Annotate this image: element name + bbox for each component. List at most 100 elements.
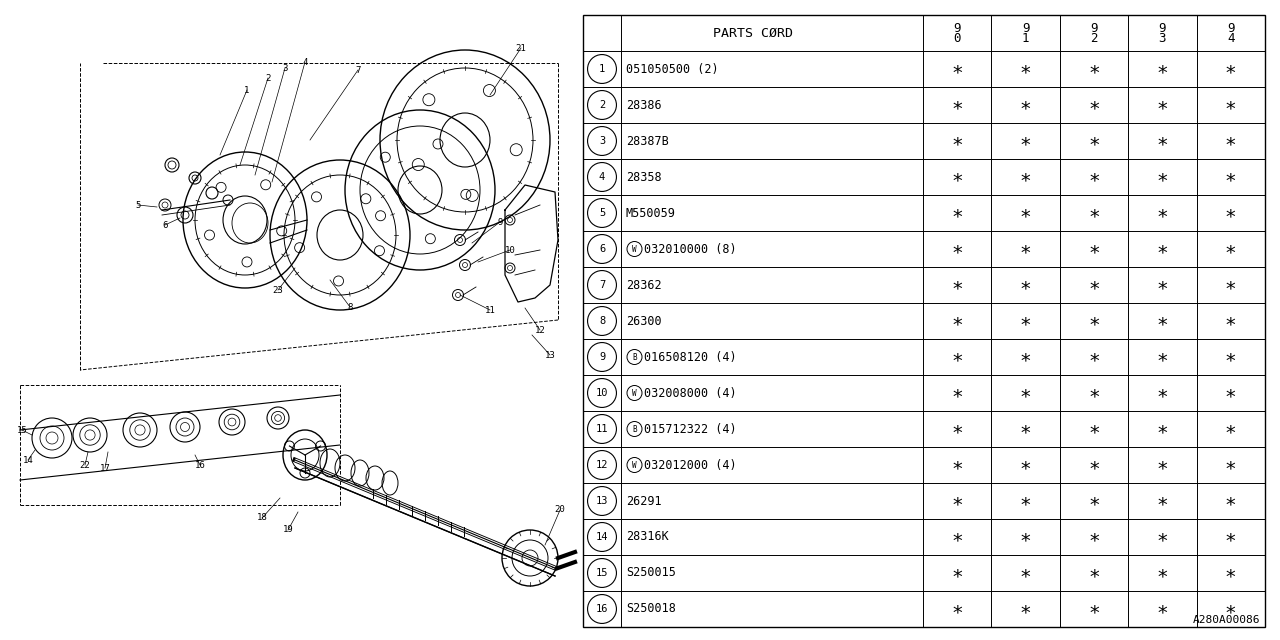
Text: ∗: ∗ — [1225, 383, 1236, 403]
Text: ∗: ∗ — [1157, 456, 1169, 474]
Text: ∗: ∗ — [951, 204, 963, 223]
Text: ∗: ∗ — [1225, 527, 1236, 547]
Text: 3: 3 — [283, 63, 288, 72]
Text: 8: 8 — [599, 316, 605, 326]
Text: 3: 3 — [1158, 31, 1166, 45]
Text: 5: 5 — [136, 200, 141, 209]
Text: 3: 3 — [599, 136, 605, 146]
Text: ∗: ∗ — [1088, 95, 1100, 115]
Text: ∗: ∗ — [1020, 95, 1032, 115]
Text: 23: 23 — [273, 285, 283, 294]
Text: 6: 6 — [599, 244, 605, 254]
Text: ∗: ∗ — [1088, 239, 1100, 259]
Text: ∗: ∗ — [1225, 60, 1236, 79]
Text: ∗: ∗ — [1088, 600, 1100, 618]
Text: ∗: ∗ — [1157, 168, 1169, 186]
Text: ∗: ∗ — [951, 60, 963, 79]
Text: ∗: ∗ — [1157, 275, 1169, 294]
Text: 7: 7 — [356, 65, 361, 74]
Text: ∗: ∗ — [1088, 204, 1100, 223]
Text: 1: 1 — [244, 86, 250, 95]
Text: ∗: ∗ — [1157, 204, 1169, 223]
Text: ∗: ∗ — [951, 131, 963, 150]
Text: 051050500 (2): 051050500 (2) — [626, 63, 718, 76]
Text: ∗: ∗ — [951, 348, 963, 367]
Text: W: W — [632, 388, 637, 397]
Text: 17: 17 — [100, 463, 110, 472]
Text: ∗: ∗ — [1020, 456, 1032, 474]
Text: ∗: ∗ — [1225, 275, 1236, 294]
Text: ∗: ∗ — [1157, 527, 1169, 547]
Text: 2: 2 — [599, 100, 605, 110]
Text: ∗: ∗ — [1225, 95, 1236, 115]
Text: 2: 2 — [1091, 31, 1098, 45]
Text: 8: 8 — [347, 303, 353, 312]
Text: B: B — [632, 353, 637, 362]
Text: 5: 5 — [599, 208, 605, 218]
Text: 4: 4 — [302, 58, 307, 67]
Text: 13: 13 — [544, 351, 556, 360]
Text: ∗: ∗ — [951, 600, 963, 618]
Text: ∗: ∗ — [1020, 492, 1032, 511]
Text: 6: 6 — [163, 221, 168, 230]
Text: ∗: ∗ — [1225, 312, 1236, 330]
Text: 14: 14 — [23, 456, 33, 465]
Text: 11: 11 — [595, 424, 608, 434]
Text: ∗: ∗ — [1020, 239, 1032, 259]
Text: 9: 9 — [1158, 22, 1166, 35]
Text: 16: 16 — [195, 461, 205, 470]
Text: ∗: ∗ — [1088, 456, 1100, 474]
Text: ∗: ∗ — [1088, 527, 1100, 547]
Text: ∗: ∗ — [1020, 60, 1032, 79]
Text: 9: 9 — [1021, 22, 1029, 35]
Text: ∗: ∗ — [1225, 563, 1236, 582]
Text: ∗: ∗ — [1225, 600, 1236, 618]
Text: ∗: ∗ — [1157, 600, 1169, 618]
Text: 7: 7 — [599, 280, 605, 290]
Text: 19: 19 — [283, 525, 293, 534]
Text: 20: 20 — [554, 506, 566, 515]
Text: ∗: ∗ — [1225, 131, 1236, 150]
Text: 10: 10 — [504, 246, 516, 255]
Text: 10: 10 — [595, 388, 608, 398]
Text: 26291: 26291 — [626, 495, 662, 508]
Text: ∗: ∗ — [1157, 563, 1169, 582]
Text: ∗: ∗ — [1088, 60, 1100, 79]
Text: M550059: M550059 — [626, 207, 676, 220]
Text: S250015: S250015 — [626, 566, 676, 579]
Text: ∗: ∗ — [1088, 492, 1100, 511]
Text: 21: 21 — [516, 44, 526, 52]
Text: 9: 9 — [599, 352, 605, 362]
Text: 4: 4 — [1228, 31, 1234, 45]
Text: ∗: ∗ — [1225, 239, 1236, 259]
Text: 9: 9 — [1228, 22, 1234, 35]
Text: ∗: ∗ — [951, 95, 963, 115]
Text: ∗: ∗ — [951, 312, 963, 330]
Text: 16: 16 — [595, 604, 608, 614]
Text: ∗: ∗ — [951, 419, 963, 438]
Text: ∗: ∗ — [951, 492, 963, 511]
Text: ∗: ∗ — [1020, 600, 1032, 618]
Text: ∗: ∗ — [1157, 419, 1169, 438]
Text: ∗: ∗ — [1225, 204, 1236, 223]
Text: B: B — [632, 424, 637, 433]
Text: ∗: ∗ — [1157, 492, 1169, 511]
Text: ∗: ∗ — [1225, 492, 1236, 511]
Text: 28358: 28358 — [626, 170, 662, 184]
Text: ∗: ∗ — [1020, 383, 1032, 403]
Text: 0: 0 — [954, 31, 961, 45]
Bar — [582, 15, 1265, 627]
Text: ∗: ∗ — [1020, 204, 1032, 223]
Text: ∗: ∗ — [1088, 563, 1100, 582]
Text: ∗: ∗ — [1088, 312, 1100, 330]
Text: 15: 15 — [17, 426, 27, 435]
Text: ∗: ∗ — [1020, 348, 1032, 367]
Text: ∗: ∗ — [951, 275, 963, 294]
Text: ∗: ∗ — [951, 563, 963, 582]
Text: ∗: ∗ — [951, 168, 963, 186]
Text: 9: 9 — [1091, 22, 1098, 35]
Text: W: W — [632, 461, 637, 470]
Text: ∗: ∗ — [951, 239, 963, 259]
Text: ∗: ∗ — [1088, 383, 1100, 403]
Text: 15: 15 — [595, 568, 608, 578]
